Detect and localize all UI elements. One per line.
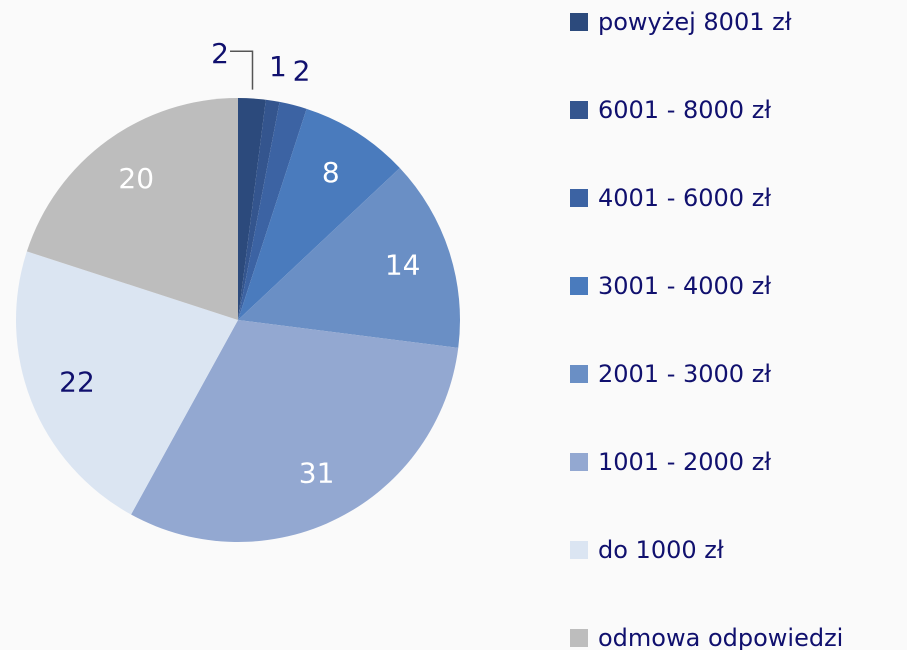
pie-slice [238,168,460,348]
data-label: 31 [299,456,335,489]
legend-swatch [570,541,588,559]
legend-label: do 1000 zł [598,536,724,564]
leader-line [230,50,254,90]
legend-swatch [570,189,588,207]
legend-swatch [570,101,588,119]
pie-slice [15,251,239,515]
pie-slice [238,99,280,320]
legend-label: powyżej 8001 zł [598,8,792,36]
data-label: 22 [59,366,95,399]
pie-slice [26,98,239,320]
legend-swatch [570,629,588,647]
data-label: 2 [211,37,229,70]
legend-swatch [570,453,588,471]
legend-swatch [570,277,588,295]
legend-swatch [570,365,588,383]
data-label: 2 [293,55,311,88]
data-label: 8 [322,156,340,189]
pie-slice [238,101,307,321]
legend-label: odmowa odpowiedzi [598,624,843,650]
legend-swatch [570,13,588,31]
legend-label: 3001 - 4000 zł [598,272,771,300]
pie-slice [131,320,459,542]
data-label: 20 [118,162,154,195]
legend-label: 6001 - 8000 zł [598,96,771,124]
legend-label: 2001 - 3000 zł [598,360,771,388]
data-label: 1 [269,50,287,83]
legend-label: 1001 - 2000 zł [598,448,771,476]
pie-slice [238,108,400,321]
legend-label: 4001 - 6000 zł [598,184,771,212]
pie-slice [238,98,266,320]
data-label: 14 [385,248,421,281]
